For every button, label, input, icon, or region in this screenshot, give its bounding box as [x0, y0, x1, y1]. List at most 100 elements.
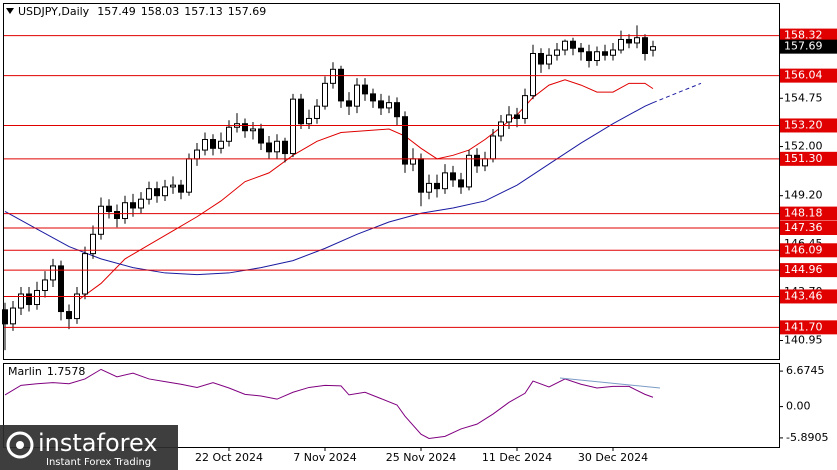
candle-body — [466, 154, 472, 188]
candle-body — [250, 128, 256, 132]
logo: instaforex Instant Forex Trading — [0, 425, 178, 470]
level-label-box — [780, 320, 837, 335]
indicator-line — [4, 368, 654, 440]
candle-body — [354, 84, 360, 107]
candle-body — [210, 139, 216, 149]
candle-body — [602, 51, 608, 56]
x-tick-label: 11 Dec 2024 — [482, 451, 552, 464]
candle-body — [626, 38, 632, 44]
indicator-frame — [3, 363, 780, 448]
candle-body — [90, 233, 96, 255]
level-label: 144.96 — [784, 263, 823, 276]
y-tick-label: -5.8905 — [786, 431, 828, 444]
level-label: 151.30 — [784, 152, 823, 165]
level-label-box — [780, 289, 837, 304]
indicator-header: Marlin 1.7578 — [8, 365, 85, 378]
level-label-box — [780, 118, 837, 133]
candle-body — [586, 51, 592, 62]
x-tick-label: 30 Dec 2024 — [578, 451, 648, 464]
candle-body — [242, 123, 248, 132]
price-label-box — [780, 39, 837, 54]
logo-tagline: Instant Forex Trading — [46, 457, 151, 468]
candle-body — [2, 309, 8, 325]
candle-body — [82, 253, 88, 295]
candle-body — [418, 158, 424, 193]
candle-body — [650, 46, 656, 51]
symbol-icon — [6, 8, 14, 14]
candle-body — [226, 126, 232, 142]
level-label-box — [780, 220, 837, 235]
level-label: 153.20 — [784, 118, 823, 131]
level-label-box — [780, 151, 837, 166]
candle-body — [42, 279, 48, 291]
indicator-value: 1.7578 — [47, 365, 86, 378]
open-value: 157.49 — [97, 5, 136, 18]
level-label: 148.18 — [784, 207, 823, 220]
candle-body — [514, 114, 520, 119]
candle-body — [346, 100, 352, 107]
candle-body — [122, 202, 128, 220]
level-label: 143.46 — [784, 289, 823, 302]
candle-body — [482, 158, 488, 167]
candle-body — [538, 53, 544, 65]
candle-body — [546, 54, 552, 65]
candle-body — [634, 37, 640, 44]
candle-body — [338, 68, 344, 102]
y-tick-label: 154.75 — [784, 91, 823, 104]
candle-body — [330, 68, 336, 84]
candle-body — [282, 140, 288, 155]
candle-body — [58, 265, 64, 313]
logo-name: instaforex — [38, 429, 158, 457]
level-label-box — [780, 28, 837, 43]
level-label-box — [780, 206, 837, 221]
price-label: 157.69 — [784, 40, 823, 53]
level-label: 141.70 — [784, 320, 823, 333]
candle-body — [114, 210, 120, 220]
level-label: 158.32 — [784, 29, 823, 42]
candle-body — [98, 205, 104, 235]
level-label: 156.04 — [784, 69, 823, 82]
candle-body — [266, 142, 272, 153]
y-tick-label: 140.95 — [784, 334, 823, 347]
y-tick-label: 152.00 — [784, 140, 823, 153]
candle-body — [594, 51, 600, 62]
main-frame — [3, 3, 780, 360]
candle-body — [314, 105, 320, 119]
candle-body — [322, 82, 328, 107]
candle-body — [378, 100, 384, 109]
x-tick-label: 7 Nov 2024 — [293, 451, 356, 464]
candle-body — [570, 40, 576, 49]
moving-average — [76, 79, 654, 302]
divergence-line — [559, 377, 661, 389]
candle-body — [218, 140, 224, 149]
candle-body — [522, 95, 528, 119]
candle-body — [370, 93, 376, 102]
candle-body — [610, 49, 616, 56]
candle-body — [402, 116, 408, 165]
candle-body — [362, 84, 368, 95]
candle-body — [506, 114, 512, 123]
logo-background — [0, 425, 178, 470]
candle-body — [34, 289, 40, 306]
candle-body — [202, 139, 208, 151]
moving-average — [652, 82, 702, 104]
candle-body — [458, 179, 464, 188]
level-label: 147.36 — [784, 221, 823, 234]
candle-body — [306, 117, 312, 125]
candle-body — [386, 102, 392, 109]
candle-body — [186, 158, 192, 193]
candle-body — [10, 307, 16, 325]
low-value: 157.13 — [184, 5, 223, 18]
logo-icon — [6, 431, 34, 459]
candle-body — [138, 198, 144, 209]
candle-body — [394, 102, 400, 118]
y-tick-label: 149.20 — [784, 189, 823, 202]
candle-body — [170, 184, 176, 188]
candle-body — [554, 49, 560, 56]
candle-body — [26, 293, 32, 306]
logo-icon-core — [16, 441, 24, 449]
candle-body — [410, 158, 416, 165]
candle-body — [194, 149, 200, 160]
